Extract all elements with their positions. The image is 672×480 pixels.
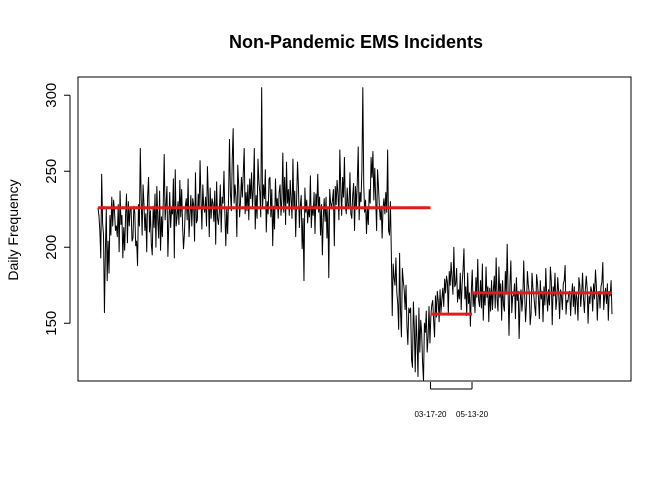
x-tick-label: 03-17-20: [414, 410, 447, 419]
x-tick-label: 05-13-20: [456, 410, 489, 419]
x-axis: 03-17-20 05-13-20: [414, 382, 489, 419]
series-layer: [97, 87, 613, 382]
series-line: [97, 87, 613, 382]
plot-frame: [77, 76, 632, 382]
y-tick-label: 300: [43, 83, 60, 108]
y-tick-label: 250: [43, 159, 60, 184]
y-tick-label: 150: [43, 311, 60, 336]
y-axis-label: Daily Frequency: [5, 179, 21, 280]
chart-title: Non-Pandemic EMS Incidents: [229, 32, 483, 52]
y-axis: 150 200 250 300: [43, 83, 71, 336]
mean-segments: [98, 206, 612, 316]
y-tick-label: 200: [43, 235, 60, 260]
